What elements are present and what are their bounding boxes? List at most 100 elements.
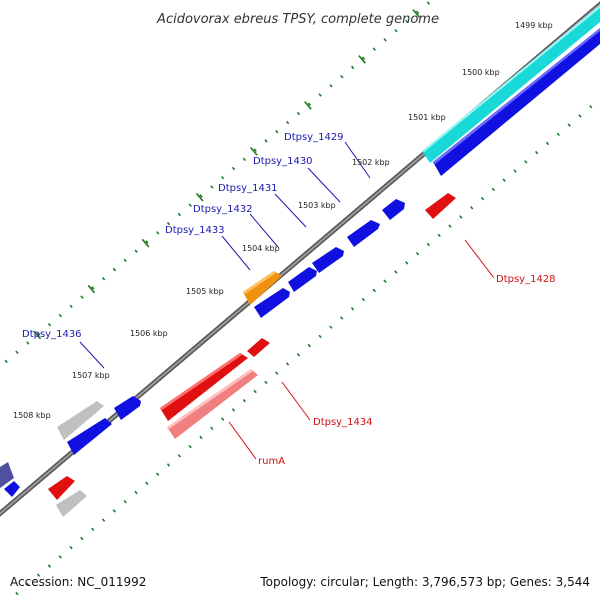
tick-label-1502: 1502 kbp	[352, 158, 390, 167]
minor-tick	[80, 295, 84, 299]
gene-plus-1505[interactable]	[254, 288, 290, 318]
tick-label-1506: 1506 kbp	[130, 329, 168, 338]
minor-tick	[155, 472, 160, 476]
gene-dtpsy-1432[interactable]	[312, 247, 344, 273]
gene-plus-left[interactable]	[4, 481, 20, 497]
minor-tick	[177, 212, 182, 217]
minor-tick	[264, 139, 268, 143]
gene-dtpsy-1434[interactable]	[160, 353, 248, 421]
minor-tick	[426, 242, 431, 247]
minor-tick	[480, 196, 485, 201]
cyan-feature-top	[422, 5, 600, 152]
minor-tick	[545, 141, 550, 146]
label-dtpsy-1429[interactable]: Dtpsy_1429	[284, 132, 344, 143]
minor-tick	[145, 481, 149, 486]
minor-tick	[58, 313, 62, 318]
leader-dtpsy-1429	[344, 141, 371, 179]
minor-tick	[36, 573, 41, 577]
gray-feature-lower[interactable]	[56, 490, 87, 517]
minor-tick	[275, 129, 279, 134]
minor-tick	[221, 175, 225, 180]
minor-tick	[26, 582, 30, 587]
gene-plus-1508[interactable]	[67, 418, 112, 455]
minor-tick	[372, 288, 376, 293]
gene-dtpsy-1429[interactable]	[433, 28, 600, 176]
minor-tick	[220, 417, 225, 421]
major-tick	[87, 284, 96, 294]
leader-dtpsy-1432	[249, 213, 279, 248]
major-tick	[33, 330, 42, 340]
minor-tick	[26, 341, 30, 345]
minor-tick	[296, 352, 301, 357]
minor-tick	[470, 206, 474, 210]
minor-tick	[534, 150, 539, 155]
minor-tick	[275, 371, 279, 375]
orange-feature-top	[243, 271, 276, 294]
minor-tick	[188, 444, 192, 449]
gene-ruma-top	[167, 369, 253, 429]
minor-tick	[134, 249, 138, 253]
gene-dtpsy-1429-top	[433, 28, 600, 164]
gene-dtpsy-1428[interactable]	[425, 193, 456, 219]
label-dtpsy-1433[interactable]: Dtpsy_1433	[165, 225, 225, 236]
label-dtpsy-1431[interactable]: Dtpsy_1431	[218, 183, 278, 194]
minor-tick	[69, 545, 73, 550]
gene-dtpsy-1430[interactable]	[382, 199, 405, 220]
minor-tick	[210, 185, 214, 189]
major-tick	[141, 238, 150, 248]
minor-tick	[394, 270, 398, 274]
leader-dtpsy-1436	[79, 341, 105, 369]
minor-tick	[350, 65, 355, 70]
tick-label-1503: 1503 kbp	[298, 201, 336, 210]
leader-ruma	[228, 421, 257, 460]
minor-tick	[15, 591, 19, 596]
minor-tick	[123, 499, 127, 504]
minor-tick	[405, 19, 409, 24]
gray-feature-left[interactable]	[57, 401, 104, 440]
gene-minus-small[interactable]	[247, 338, 270, 357]
tick-label-1507: 1507 kbp	[72, 371, 110, 380]
minor-tick	[69, 304, 73, 309]
minor-tick	[296, 111, 301, 116]
minor-tick	[123, 258, 127, 263]
label-dtpsy-1432[interactable]: Dtpsy_1432	[193, 204, 253, 215]
minor-tick	[372, 47, 376, 51]
minor-tick	[253, 148, 257, 152]
label-dtpsy-1434[interactable]: Dtpsy_1434	[313, 417, 373, 428]
tick-label-1499: 1499 kbp	[515, 21, 553, 30]
minor-tick	[4, 359, 8, 364]
label-dtpsy-1428[interactable]: Dtpsy_1428	[496, 274, 556, 285]
minor-tick	[231, 166, 236, 171]
orange-feature[interactable]	[243, 271, 282, 305]
minor-tick	[166, 221, 171, 226]
tick-label-1501: 1501 kbp	[408, 113, 446, 122]
minor-tick	[318, 334, 322, 339]
gene-ruma[interactable]	[167, 369, 258, 439]
minor-tick	[112, 509, 117, 513]
cyan-feature[interactable]	[422, 5, 600, 163]
gene-dtpsy-1436[interactable]	[114, 396, 141, 420]
label-dtpsy-1436[interactable]: Dtpsy_1436	[22, 329, 82, 340]
label-ruma[interactable]: rumA	[258, 456, 285, 467]
label-dtpsy-1430[interactable]: Dtpsy_1430	[253, 156, 313, 167]
navy-feature[interactable]	[0, 462, 14, 488]
outer-tick-ring	[4, 1, 431, 364]
gene-dtpsy-1431[interactable]	[347, 220, 380, 247]
minor-tick	[145, 240, 149, 244]
minor-tick	[318, 93, 322, 97]
minor-tick	[329, 325, 333, 329]
major-ticks	[33, 9, 421, 340]
minor-tick	[524, 160, 528, 164]
minor-tick	[253, 389, 257, 394]
minor-tick	[199, 435, 203, 440]
minor-tick	[36, 332, 41, 336]
minor-tick	[415, 251, 420, 256]
gene-dtpsy-1433[interactable]	[288, 267, 317, 292]
gene-minus-left[interactable]	[48, 476, 75, 500]
gene-features	[0, 5, 600, 517]
label-leaders	[79, 141, 495, 460]
minor-tick	[383, 38, 387, 42]
tick-label-1500: 1500 kbp	[462, 68, 500, 77]
minor-tick	[58, 555, 62, 559]
